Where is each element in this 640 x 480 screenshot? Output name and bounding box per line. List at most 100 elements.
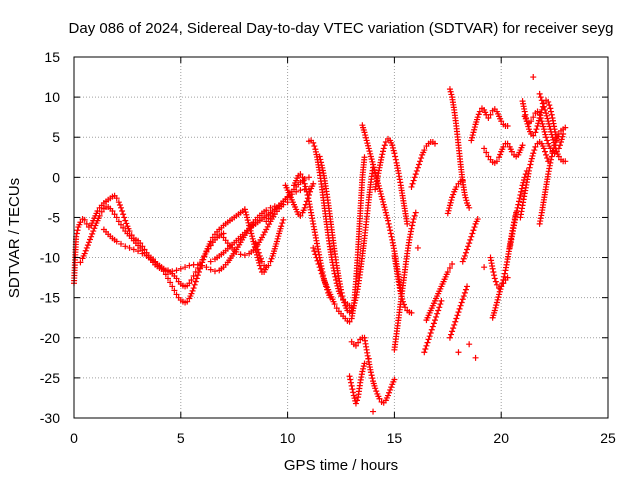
data-point — [376, 395, 383, 402]
data-point — [409, 180, 416, 187]
data-point — [541, 128, 548, 135]
data-point — [387, 230, 394, 237]
series-t6 — [241, 206, 270, 275]
data-point — [257, 255, 264, 262]
data-point — [233, 248, 240, 255]
data-point — [390, 147, 397, 154]
data-point — [548, 153, 555, 160]
data-point — [446, 205, 453, 212]
data-point — [347, 379, 354, 386]
data-point — [469, 132, 476, 139]
data-point — [192, 268, 199, 275]
data-point — [304, 191, 311, 198]
series-t22 — [421, 297, 445, 356]
data-point — [370, 408, 377, 415]
data-point — [273, 238, 280, 245]
data-point — [481, 264, 488, 271]
data-point — [317, 156, 324, 163]
data-point — [379, 151, 386, 158]
data-point — [500, 143, 507, 150]
data-point — [370, 161, 377, 168]
data-point — [244, 217, 251, 224]
series-t16 — [361, 334, 398, 406]
data-point — [446, 86, 453, 93]
data-point — [552, 145, 559, 152]
data-points — [71, 74, 569, 415]
data-point — [548, 111, 555, 118]
data-point — [367, 153, 374, 160]
data-point — [376, 185, 383, 192]
data-point — [243, 211, 250, 218]
data-point — [369, 375, 376, 382]
data-point — [113, 214, 120, 221]
data-point — [199, 262, 206, 269]
series-t5 — [220, 199, 291, 259]
data-point — [462, 286, 469, 293]
data-point — [352, 297, 359, 304]
data-point — [558, 139, 565, 146]
data-point — [341, 299, 348, 306]
data-point — [91, 225, 98, 232]
data-point — [410, 177, 417, 184]
data-point — [135, 248, 142, 255]
data-point — [549, 150, 556, 157]
data-point — [455, 349, 462, 356]
x-axis-label: GPS time / hours — [284, 457, 398, 474]
data-point — [316, 264, 323, 271]
data-point — [237, 251, 244, 258]
data-point — [171, 287, 178, 294]
data-point — [540, 103, 547, 110]
data-point — [546, 102, 553, 109]
data-point — [498, 283, 505, 290]
data-point — [186, 280, 193, 287]
data-point — [550, 139, 557, 146]
data-point — [519, 142, 526, 149]
data-point — [122, 217, 129, 224]
data-point — [548, 128, 555, 135]
data-point — [548, 156, 555, 163]
series-t24 — [446, 283, 471, 341]
data-point — [117, 221, 124, 228]
data-point — [188, 290, 195, 297]
data-point — [211, 268, 218, 275]
data-point — [380, 201, 387, 208]
data-point — [459, 296, 466, 303]
data-point — [491, 275, 498, 282]
data-point — [543, 110, 550, 117]
data-point — [348, 382, 355, 389]
data-point — [534, 108, 541, 115]
data-point — [377, 188, 384, 195]
data-point — [122, 243, 129, 250]
y-tick-label: 10 — [44, 89, 60, 105]
data-point — [446, 264, 453, 271]
data-point — [414, 244, 421, 251]
data-point — [193, 275, 200, 282]
data-point — [504, 274, 511, 281]
data-point — [544, 115, 551, 122]
y-tick-label: 5 — [52, 129, 60, 145]
data-point — [540, 123, 547, 130]
y-tick-label: 15 — [44, 49, 60, 65]
data-point — [380, 198, 387, 205]
data-point — [501, 270, 508, 277]
data-point — [265, 262, 272, 269]
data-point — [435, 307, 442, 314]
data-point — [461, 252, 468, 259]
data-point — [347, 376, 354, 383]
data-point — [471, 126, 478, 133]
data-point — [109, 208, 116, 215]
series-t12 — [310, 154, 368, 325]
data-point — [431, 317, 438, 324]
data-point — [428, 326, 435, 333]
data-point — [546, 123, 553, 130]
data-point — [361, 360, 368, 367]
data-point — [338, 289, 345, 296]
data-point — [278, 223, 285, 230]
data-point — [315, 260, 322, 267]
data-point — [408, 183, 415, 190]
data-point — [492, 278, 499, 285]
data-point — [444, 210, 451, 217]
data-point — [311, 248, 318, 255]
data-point — [365, 145, 372, 152]
series-t27 — [446, 86, 473, 211]
